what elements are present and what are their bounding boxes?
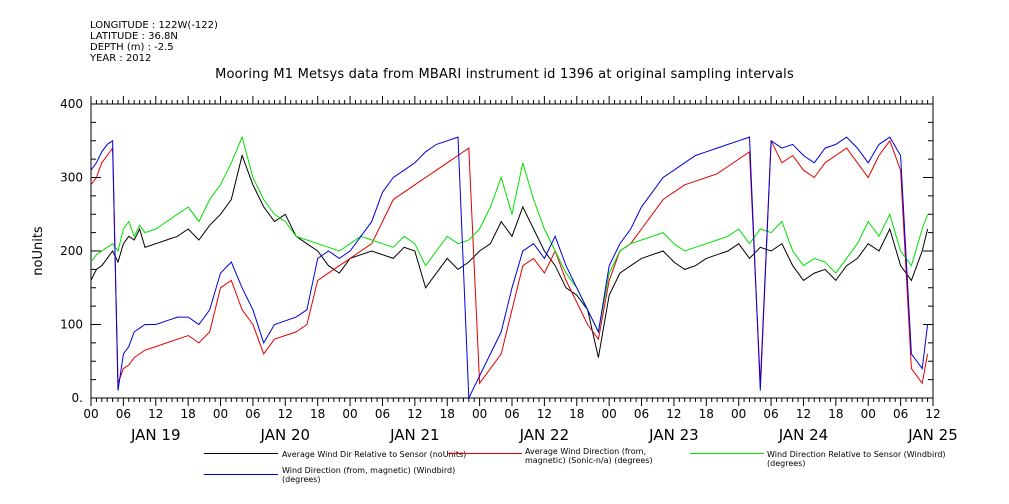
x-tick-label: 12 [925,407,940,421]
series-line-4 [91,136,929,398]
meta-latitude: LATITUDE : 36.8N [90,31,178,42]
x-tick-label: 00 [213,407,228,421]
x-tick-label: 00 [602,407,617,421]
legend-swatch-1 [204,453,278,454]
y-axis-label: noUnits [31,226,46,276]
x-tick-label: 18 [828,407,843,421]
y-tick-label: 100 [60,318,83,332]
x-tick-label: 12 [278,407,293,421]
x-tick-label: 00 [83,407,98,421]
x-day-label: JAN 20 [260,426,311,444]
meta-year: YEAR : 2012 [90,53,152,64]
x-tick-label: 12 [796,407,811,421]
x-tick-label: 12 [148,407,163,421]
legend-swatch-3 [690,453,764,454]
x-tick-label: 06 [375,407,390,421]
series-line-3 [91,135,929,334]
x-tick-label: 12 [537,407,552,421]
y-tick-label: 200 [60,244,83,258]
legend-label-4: Wind Direction (from, magnetic) (Windbir… [282,466,456,484]
legend-swatch-4 [204,474,278,475]
meta-depth: DEPTH (m) : -2.5 [90,42,174,53]
x-tick-label: 06 [893,407,908,421]
legend-label-1: Average Wind Dir Relative to Sensor (noU… [282,450,467,459]
x-tick-label: 00 [861,407,876,421]
series-line-1 [91,153,929,358]
x-day-label: JAN 23 [648,426,699,444]
legend-label-3: Wind Direction Relative to Sensor (Windb… [767,450,946,468]
y-tick-label: 300 [60,171,83,185]
x-tick-label: 00 [342,407,357,421]
x-tick-label: 06 [245,407,260,421]
chart-title: Mooring M1 Metsys data from MBARI instru… [215,67,794,82]
x-day-label: JAN 19 [130,426,181,444]
legend-label-2: Average Wind Direction (from, magnetic) … [525,447,653,465]
x-tick-label: 18 [569,407,584,421]
meta-longitude: LONGITUDE : 122W(-122) [90,20,218,31]
x-tick-label: 06 [116,407,131,421]
x-tick-label: 18 [181,407,196,421]
legend-swatch-2 [448,453,522,454]
x-tick-label: 12 [666,407,681,421]
x-tick-label: 00 [472,407,487,421]
x-day-label: JAN 25 [907,426,958,444]
x-tick-label: 12 [407,407,422,421]
x-tick-label: 18 [699,407,714,421]
x-tick-label: 06 [504,407,519,421]
x-day-label: JAN 24 [778,426,829,444]
metadata-block: LONGITUDE : 122W(-122) LATITUDE : 36.8N … [90,20,218,64]
x-tick-label: 18 [440,407,455,421]
x-tick-label: 18 [310,407,325,421]
x-day-label: JAN 21 [389,426,440,444]
x-tick-label: 06 [763,407,778,421]
plot-frame [90,103,934,399]
x-day-label: JAN 22 [519,426,570,444]
x-tick-label: 06 [634,407,649,421]
y-tick-label: 400 [60,97,83,111]
series-line-2 [91,139,929,385]
x-tick-label: 00 [731,407,746,421]
y-tick-label: 0. [72,391,83,405]
